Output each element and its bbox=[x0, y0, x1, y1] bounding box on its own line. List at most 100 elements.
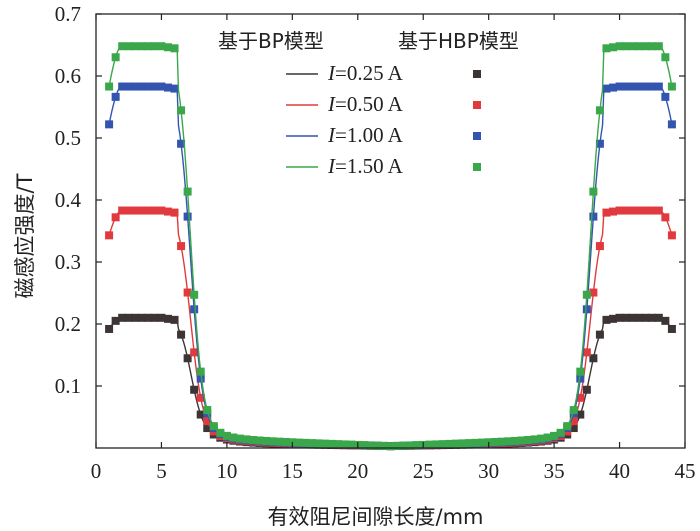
data-point bbox=[609, 314, 618, 323]
data-point bbox=[471, 438, 480, 447]
data-point bbox=[635, 42, 644, 51]
data-point bbox=[157, 206, 166, 215]
y-tick-label: 0.1 bbox=[55, 374, 81, 398]
x-tick-label: 15 bbox=[282, 459, 303, 483]
data-point bbox=[667, 120, 676, 129]
data-point bbox=[216, 428, 225, 437]
data-point bbox=[667, 324, 676, 333]
data-point bbox=[268, 437, 277, 446]
legend-entry-value: =1.50 A bbox=[335, 154, 404, 178]
data-point bbox=[203, 417, 212, 426]
data-point bbox=[628, 42, 637, 51]
data-point bbox=[491, 437, 500, 446]
data-point bbox=[517, 436, 526, 445]
data-point bbox=[111, 92, 120, 101]
data-point bbox=[393, 441, 402, 450]
x-tick-label: 5 bbox=[156, 459, 167, 483]
x-tick-label: 25 bbox=[413, 459, 434, 483]
data-point bbox=[111, 213, 120, 222]
data-point bbox=[144, 82, 153, 91]
y-tick-label: 0.2 bbox=[55, 312, 81, 336]
y-tick-label: 0.7 bbox=[55, 2, 81, 26]
data-point bbox=[438, 440, 447, 449]
data-point bbox=[150, 313, 159, 322]
data-point bbox=[406, 441, 415, 450]
data-point bbox=[307, 439, 316, 448]
data-point bbox=[190, 305, 199, 314]
legend-entry-var: I bbox=[327, 61, 336, 85]
data-point bbox=[628, 206, 637, 215]
legend-entry-var: I bbox=[327, 92, 336, 116]
data-point bbox=[543, 433, 552, 442]
data-point bbox=[183, 354, 192, 363]
y-axis-label: 磁感应强度/T bbox=[13, 173, 37, 298]
data-point bbox=[242, 435, 251, 444]
data-point bbox=[124, 82, 133, 91]
data-point bbox=[301, 438, 310, 447]
data-point bbox=[275, 437, 284, 446]
data-point bbox=[399, 441, 408, 450]
data-point bbox=[602, 84, 611, 93]
data-point bbox=[641, 82, 650, 91]
x-tick-label: 40 bbox=[609, 459, 630, 483]
data-point bbox=[177, 330, 186, 339]
data-point bbox=[144, 206, 153, 215]
data-point bbox=[661, 53, 670, 62]
series-line bbox=[108, 317, 673, 447]
series-I=0.25 A bbox=[105, 313, 676, 451]
data-point bbox=[118, 82, 127, 91]
data-point bbox=[203, 424, 212, 433]
data-point bbox=[190, 348, 199, 357]
data-point bbox=[530, 435, 539, 444]
legend-marker-swatch bbox=[473, 70, 481, 78]
data-point bbox=[628, 313, 637, 322]
data-point bbox=[602, 315, 611, 324]
data-point bbox=[150, 206, 159, 215]
data-point bbox=[249, 435, 258, 444]
data-point bbox=[170, 84, 179, 93]
data-point bbox=[451, 439, 460, 448]
data-point bbox=[177, 106, 186, 115]
data-point bbox=[177, 242, 186, 251]
legend-entry-label: I=1.50 A bbox=[327, 154, 404, 178]
data-point bbox=[196, 374, 205, 383]
data-point bbox=[157, 313, 166, 322]
legend-marker-swatch bbox=[473, 163, 481, 171]
data-point bbox=[144, 42, 153, 51]
data-point bbox=[445, 439, 454, 448]
legend-entry-value: =1.00 A bbox=[335, 123, 404, 147]
y-tick-label: 0.5 bbox=[55, 126, 81, 150]
data-point bbox=[118, 313, 127, 322]
data-point bbox=[209, 422, 218, 431]
data-point bbox=[537, 434, 546, 443]
data-point bbox=[131, 42, 140, 51]
data-point bbox=[157, 42, 166, 51]
legend-entry-label: I=0.50 A bbox=[327, 92, 404, 116]
data-point bbox=[661, 213, 670, 222]
data-point bbox=[609, 83, 618, 92]
data-point bbox=[222, 431, 231, 440]
data-point bbox=[641, 42, 650, 51]
data-point bbox=[124, 313, 133, 322]
data-point bbox=[137, 82, 146, 91]
data-point bbox=[556, 428, 565, 437]
data-point bbox=[170, 315, 179, 324]
data-point bbox=[654, 313, 663, 322]
data-point bbox=[576, 410, 585, 419]
data-point bbox=[150, 82, 159, 91]
legend-entry-var: I bbox=[327, 123, 336, 147]
data-point bbox=[667, 82, 676, 91]
data-point bbox=[235, 434, 244, 443]
legend-header-lines: 基于BP模型 bbox=[218, 29, 324, 53]
legend-marker-swatch bbox=[473, 101, 481, 109]
data-point bbox=[163, 43, 172, 52]
legend-header-markers: 基于HBP模型 bbox=[398, 29, 519, 53]
data-point bbox=[622, 82, 631, 91]
data-point bbox=[124, 42, 133, 51]
data-point bbox=[366, 441, 375, 450]
data-point bbox=[334, 440, 343, 449]
data-point bbox=[615, 42, 624, 51]
data-point bbox=[648, 82, 657, 91]
legend-entry-label: I=1.00 A bbox=[327, 123, 404, 147]
